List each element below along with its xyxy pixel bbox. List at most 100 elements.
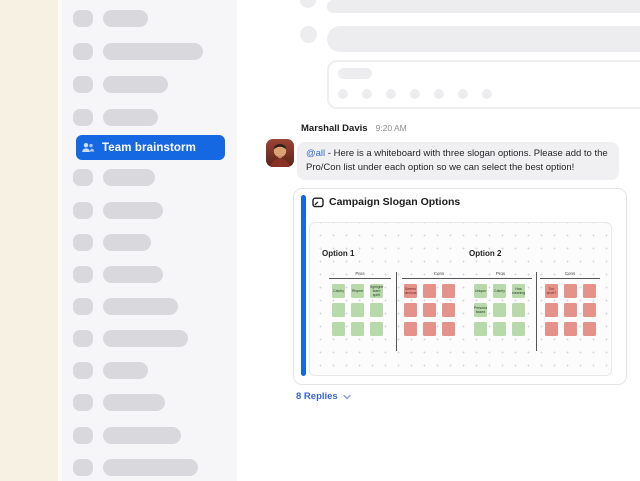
channel-label-placeholder	[103, 202, 163, 219]
channel-label-placeholder	[103, 76, 168, 93]
sticky-note[interactable]	[583, 322, 596, 336]
whiteboard-attachment-card[interactable]: Campaign Slogan Options Option 1 Pros Co…	[293, 188, 627, 385]
channel-label-placeholder	[103, 266, 163, 283]
sticky-note[interactable]	[442, 322, 455, 336]
t-chart-divider	[536, 272, 538, 351]
t-chart-line	[469, 278, 532, 280]
whiteboard-preview[interactable]: Option 1 Pros Cons Catchy Rhyme Highligh…	[309, 222, 612, 376]
sticky-note[interactable]	[332, 303, 345, 317]
sticky-note[interactable]	[512, 303, 525, 317]
sidebar-item-team-brainstorm[interactable]: Team brainstorm	[76, 135, 225, 160]
whiteboard-icon	[312, 197, 324, 208]
sidebar-skeleton-item	[73, 169, 155, 186]
message-pane: Marshall Davis 9:20 AM @all - Here is a …	[237, 0, 640, 481]
option-2-cons-grid: Too short?	[545, 284, 596, 336]
message-timestamp[interactable]: 9:20 AM	[375, 123, 407, 133]
sidebar-skeleton-item	[73, 362, 148, 379]
sticky-note[interactable]: Highlights team spirit	[370, 284, 383, 298]
people-icon	[81, 141, 95, 154]
message-text: - Here is a whiteboard with three slogan…	[306, 148, 608, 173]
sidebar-skeleton-item	[73, 43, 203, 60]
channel-icon-placeholder	[73, 202, 93, 219]
chevron-down-icon	[343, 394, 351, 400]
sticky-note[interactable]	[423, 322, 436, 336]
sticky-note[interactable]	[370, 303, 383, 317]
sticky-note[interactable]: Seems obvious	[404, 284, 417, 298]
message-placeholder	[327, 26, 640, 52]
channel-icon-placeholder	[73, 362, 93, 379]
sticky-note[interactable]	[474, 322, 487, 336]
sticky-note[interactable]	[545, 322, 558, 336]
sidebar-skeleton-item	[73, 330, 188, 347]
sticky-note[interactable]	[351, 303, 364, 317]
thread-replies-button[interactable]: 8 Replies	[296, 391, 351, 402]
sticky-note[interactable]	[493, 322, 506, 336]
sticky-note[interactable]	[442, 303, 455, 317]
toolbar-dot	[386, 89, 396, 99]
sticky-note[interactable]: Rhyme	[351, 284, 364, 298]
sidebar-skeleton-item	[73, 266, 163, 283]
channel-icon-placeholder	[73, 459, 93, 476]
sticky-note[interactable]	[512, 322, 525, 336]
sticky-note[interactable]: Has meaning	[512, 284, 525, 298]
option-2-cons-label: Cons	[564, 271, 576, 276]
toolbar-dot	[458, 89, 468, 99]
sidebar-skeleton-item	[73, 202, 163, 219]
author-name[interactable]: Marshall Davis	[301, 123, 368, 134]
channel-icon-placeholder	[73, 330, 93, 347]
sticky-note[interactable]	[423, 284, 436, 298]
channel-icon-placeholder	[73, 109, 93, 126]
sticky-note[interactable]	[583, 303, 596, 317]
toolbar-dot	[434, 89, 444, 99]
attachment-title: Campaign Slogan Options	[329, 196, 461, 208]
channel-icon-placeholder	[73, 76, 93, 93]
sticky-note[interactable]	[564, 322, 577, 336]
channel-label-placeholder	[103, 362, 148, 379]
channel-label-placeholder	[103, 427, 181, 444]
sticky-note[interactable]	[351, 322, 364, 336]
sticky-note[interactable]	[404, 322, 417, 336]
attachment-header: Campaign Slogan Options	[312, 196, 460, 208]
channel-icon-placeholder	[73, 234, 93, 251]
toolbar-dot	[362, 89, 372, 99]
sticky-note[interactable]	[442, 284, 455, 298]
toolbar-dot	[482, 89, 492, 99]
sticky-note[interactable]	[423, 303, 436, 317]
channel-label-placeholder	[103, 109, 158, 126]
sticky-note[interactable]	[545, 303, 558, 317]
channel-sidebar: Team brainstorm	[62, 0, 237, 481]
rail-divider	[58, 0, 62, 481]
message-input-placeholder	[327, 60, 640, 109]
avatar[interactable]	[266, 139, 294, 167]
t-chart-divider	[396, 272, 398, 351]
sticky-note[interactable]	[370, 322, 383, 336]
toolbar-dot	[410, 89, 420, 99]
message-bubble: @all - Here is a whiteboard with three s…	[297, 142, 619, 180]
sidebar-skeleton-item	[73, 234, 151, 251]
channel-label-placeholder	[103, 459, 198, 476]
sidebar-skeleton-item	[73, 394, 165, 411]
message-placeholder	[327, 0, 640, 13]
channel-label-placeholder	[103, 330, 188, 347]
option-1-pros-grid: Catchy Rhyme Highlights team spirit	[332, 284, 383, 336]
sidebar-skeleton-item	[73, 109, 158, 126]
sticky-note[interactable]	[493, 303, 506, 317]
sticky-note[interactable]	[564, 284, 577, 298]
sidebar-skeleton-item	[73, 298, 178, 315]
sticky-note[interactable]	[404, 303, 417, 317]
sticky-note[interactable]: Catchy	[332, 284, 345, 298]
option-2-label: Option 2	[469, 249, 502, 258]
sticky-note[interactable]	[332, 322, 345, 336]
sticky-note[interactable]	[583, 284, 596, 298]
t-chart-line	[540, 278, 600, 280]
channel-label-placeholder	[103, 394, 165, 411]
t-chart-line	[329, 278, 391, 280]
sticky-note[interactable]	[564, 303, 577, 317]
mention-link[interactable]: @all	[306, 148, 326, 159]
sticky-note[interactable]: Catchy	[493, 284, 506, 298]
sticky-note[interactable]: Too short?	[545, 284, 558, 298]
sticky-note[interactable]: Persona based	[474, 303, 487, 317]
sticky-note[interactable]: Unique	[474, 284, 487, 298]
avatar-placeholder	[300, 0, 316, 8]
